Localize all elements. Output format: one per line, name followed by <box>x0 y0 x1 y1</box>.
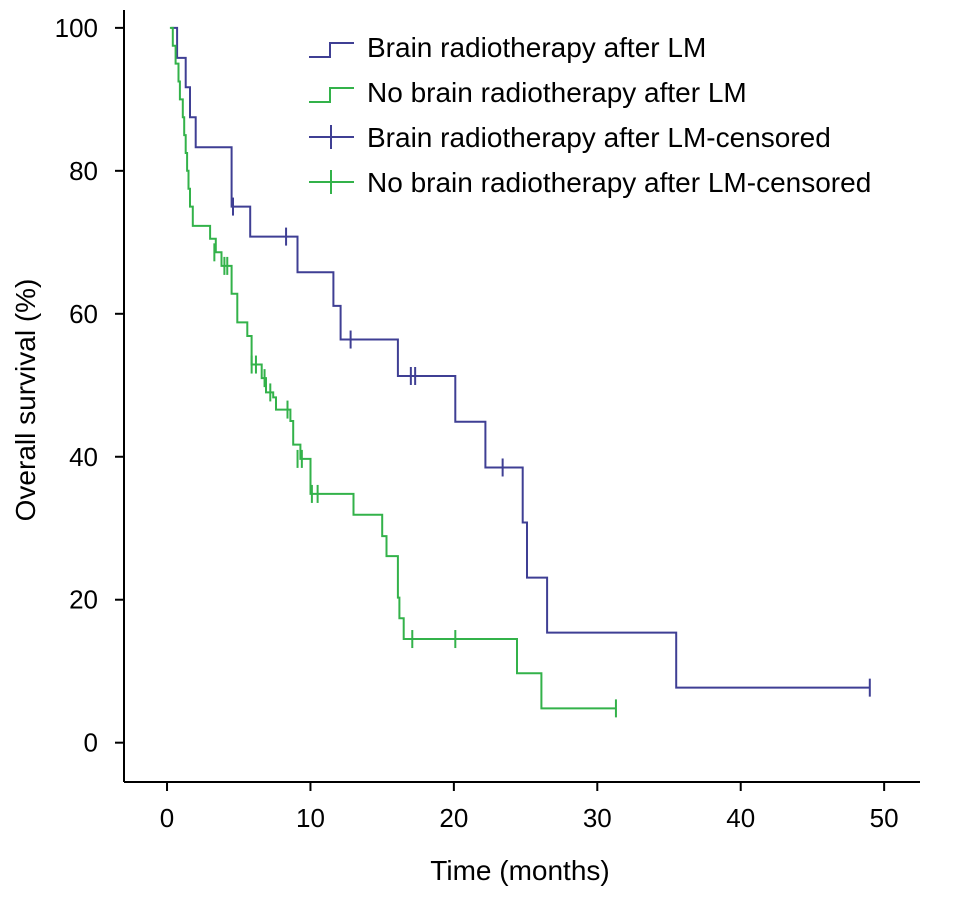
legend-label: Brain radiotherapy after LM <box>367 32 706 63</box>
series-0-step-line <box>171 26 870 689</box>
legend-symbol <box>309 87 354 103</box>
plot-lines <box>169 26 871 718</box>
x-tick-label: 0 <box>160 803 174 833</box>
series-1-step-line <box>169 26 616 710</box>
x-tick-label: 10 <box>296 803 325 833</box>
x-tick-label: 40 <box>726 803 755 833</box>
legend-label: No brain radiotherapy after LM-censored <box>367 167 871 198</box>
y-tick-label: 100 <box>55 13 98 43</box>
legend-symbol <box>309 125 354 149</box>
legend-label: Brain radiotherapy after LM-censored <box>367 122 831 153</box>
legend-symbol <box>309 42 354 58</box>
x-axis-title: Time (months) <box>430 855 609 886</box>
y-tick-label: 20 <box>69 585 98 615</box>
x-tick-label: 30 <box>583 803 612 833</box>
legend-item: Brain radiotherapy after LM <box>309 32 706 63</box>
legend: Brain radiotherapy after LM No brain radi… <box>309 32 871 198</box>
legend-label: No brain radiotherapy after LM <box>367 77 747 108</box>
legend-item: No brain radiotherapy after LM-censored <box>309 167 871 198</box>
legend-item: Brain radiotherapy after LM-censored <box>309 122 831 153</box>
y-tick-label: 40 <box>69 442 98 472</box>
x-tick-label: 50 <box>870 803 899 833</box>
y-tick-label: 80 <box>69 156 98 186</box>
axes: 0 10 20 30 40 50 0 20 40 60 80 100 <box>55 10 920 833</box>
legend-symbol <box>309 170 354 194</box>
y-tick-label: 60 <box>69 299 98 329</box>
y-tick-label: 0 <box>84 728 98 758</box>
y-axis-title: Overall survival (%) <box>10 279 41 522</box>
x-tick-label: 20 <box>439 803 468 833</box>
legend-item: No brain radiotherapy after LM <box>309 77 747 108</box>
